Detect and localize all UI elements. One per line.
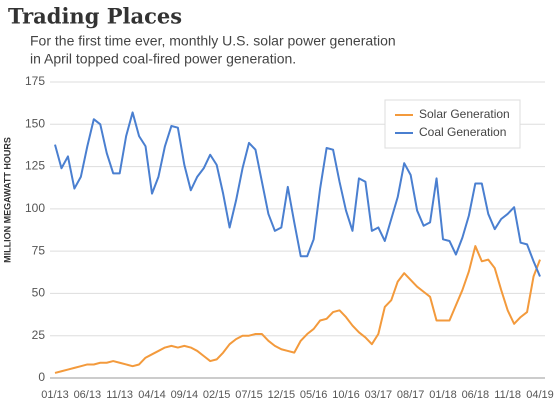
legend-box [384,99,521,149]
y-tick-label: 125 [25,159,45,173]
x-tick-label: 02/15 [203,389,231,401]
y-axis-label: MILLION MEGAWATT HOURS [2,137,12,263]
x-tick-label: 09/14 [171,389,199,401]
x-tick-label: 06/18 [462,389,490,401]
x-tick-label: 01/13 [41,389,69,401]
x-tick-label: 04/14 [138,389,166,401]
x-tick-label: 11/13 [106,389,133,401]
legend-label: Coal Generation [419,125,506,139]
y-tick-label: 75 [32,243,46,257]
y-tick-label: 0 [38,370,45,384]
x-tick-label: 10/16 [332,389,360,401]
x-tick-label: 07/15 [235,389,263,401]
line-series [54,245,541,374]
legend-label: Solar Generation [419,107,510,121]
subtitle: in April topped coal-fired power generat… [30,51,296,67]
x-tick-label: 08/17 [397,389,425,401]
y-tick-label: 175 [25,74,45,88]
line-series [54,111,541,277]
y-tick-label: 100 [25,201,45,215]
y-tick-label: 25 [32,328,46,342]
y-tick-label: 50 [32,286,46,300]
x-tick-label: 12/15 [268,389,296,401]
subtitle: For the first time ever, monthly U.S. so… [30,33,396,49]
x-tick-label: 05/16 [300,389,328,401]
x-tick-label: 01/18 [429,389,457,401]
x-tick-label: 11/18 [494,389,521,401]
x-tick-label: 04/19 [526,389,554,401]
x-tick-label: 03/17 [365,389,393,401]
y-tick-label: 150 [25,116,45,130]
chart-title: Trading Places [8,4,182,29]
x-tick-label: 06/13 [74,389,102,401]
